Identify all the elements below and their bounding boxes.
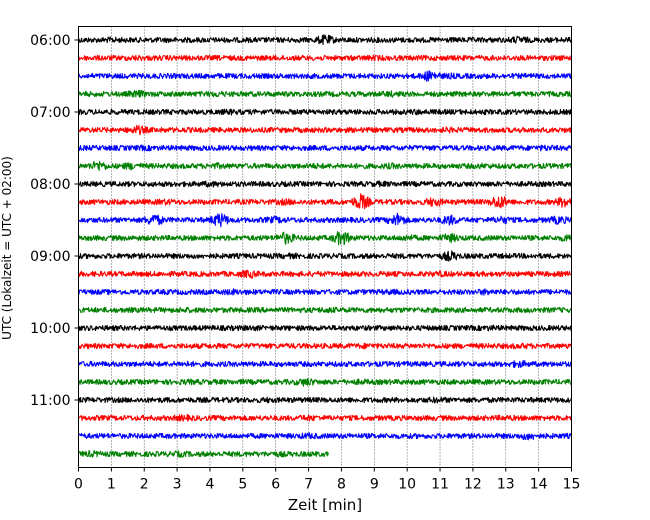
x-tick-label-4: 4: [206, 477, 215, 493]
x-tick-label-13: 13: [497, 477, 515, 493]
trace-0700: [77, 108, 572, 116]
x-tick-label-6: 6: [271, 477, 280, 493]
trace-1115: [77, 414, 573, 422]
trace-0730: [77, 144, 573, 152]
y-tick-label-0: 06:00: [30, 33, 70, 49]
trace-0630: [78, 70, 573, 82]
plot-frame: [78, 26, 572, 468]
y-tick-label-1: 07:00: [30, 105, 70, 121]
y-axis-ticks: 06:00 07:00 08:00 09:00 10:00 11:00: [30, 33, 79, 409]
trace-1145: [78, 450, 329, 458]
trace-0945: [78, 306, 573, 314]
x-tick-label-11: 11: [431, 477, 449, 493]
x-tick-label-2: 2: [140, 477, 149, 493]
y-tick-label-2: 08:00: [30, 177, 70, 193]
trace-1000: [78, 324, 573, 332]
x-tick-label-8: 8: [337, 477, 346, 493]
x-tick-label-0: 0: [74, 477, 83, 493]
x-axis-ticks: 0 1 2 3 4 5 6 7 8 9 10 11 12 13 14 15: [74, 467, 581, 493]
y-tick-label-5: 11:00: [30, 393, 70, 409]
trace-0800: [77, 180, 573, 188]
trace-0845: [77, 231, 573, 246]
x-tick-label-10: 10: [398, 477, 416, 493]
seismic-traces: [77, 34, 573, 458]
x-tick-label-9: 9: [370, 477, 379, 493]
x-tick-label-12: 12: [464, 477, 482, 493]
trace-1130: [77, 432, 572, 441]
y-axis-label: UTC (Lokalzeit = UTC + 02:00): [0, 156, 14, 340]
trace-0900: [78, 250, 572, 262]
trace-1015: [77, 342, 573, 350]
x-tick-label-7: 7: [304, 477, 313, 493]
trace-1100: [77, 396, 573, 404]
trace-0930: [78, 288, 573, 296]
trace-1045: [78, 377, 572, 387]
x-tick-label-14: 14: [530, 477, 548, 493]
trace-0645: [78, 89, 572, 98]
trace-0915: [77, 269, 572, 279]
trace-0830: [77, 212, 573, 228]
trace-0815: [77, 193, 573, 210]
trace-0715: [78, 124, 573, 136]
trace-1030: [77, 359, 572, 369]
x-tick-label-3: 3: [173, 477, 182, 493]
x-tick-label-15: 15: [563, 477, 581, 493]
trace-0745: [77, 161, 573, 171]
x-tick-label-1: 1: [107, 477, 116, 493]
x-tick-label-5: 5: [238, 477, 247, 493]
trace-0600: [77, 34, 573, 46]
trace-0615: [78, 54, 572, 62]
y-tick-label-3: 09:00: [30, 249, 70, 265]
y-tick-label-4: 10:00: [30, 321, 70, 337]
x-axis-label: Zeit [min]: [288, 496, 362, 514]
